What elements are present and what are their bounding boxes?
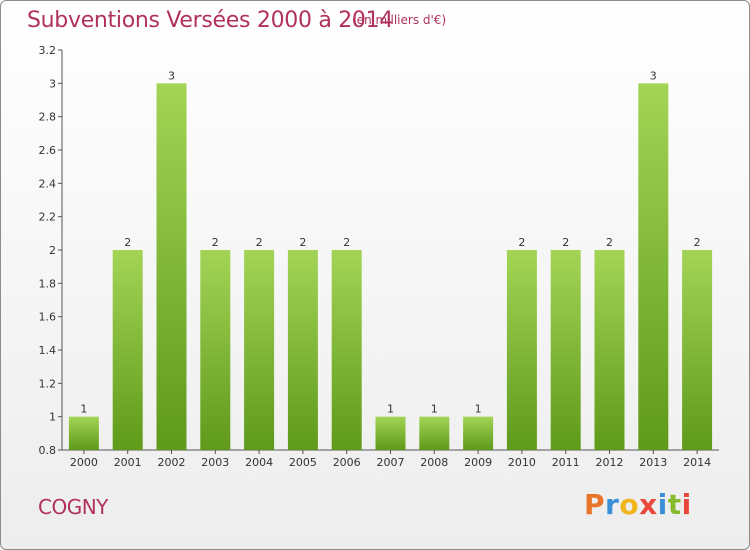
x-tick-label: 2005 xyxy=(289,456,317,469)
y-tick-label: 1.2 xyxy=(39,377,57,390)
y-tick-label: 2.8 xyxy=(39,111,57,124)
bar xyxy=(68,416,99,450)
chart-subtitle: (en milliers d'€) xyxy=(352,13,447,27)
bar xyxy=(200,250,231,450)
data-label: 2 xyxy=(299,236,306,249)
data-label: 1 xyxy=(475,403,482,416)
y-tick-label: 3.2 xyxy=(39,44,57,57)
bar xyxy=(638,83,669,450)
data-label: 3 xyxy=(168,69,175,82)
x-tick-label: 2008 xyxy=(420,456,448,469)
data-label: 2 xyxy=(694,236,701,249)
data-label: 2 xyxy=(256,236,263,249)
proxiti-logo: Proxiti xyxy=(584,488,692,521)
x-tick-label: 2003 xyxy=(201,456,229,469)
x-tick-label: 2009 xyxy=(464,456,492,469)
x-tick-label: 2004 xyxy=(245,456,273,469)
bar xyxy=(156,83,187,450)
y-tick-label: 2.2 xyxy=(39,211,57,224)
data-label: 2 xyxy=(124,236,131,249)
x-tick-label: 2013 xyxy=(639,456,667,469)
data-label: 1 xyxy=(80,403,87,416)
y-tick-label: 0.8 xyxy=(39,444,57,457)
data-label: 2 xyxy=(518,236,525,249)
x-tick-label: 2012 xyxy=(596,456,624,469)
bar xyxy=(550,250,581,450)
y-tick-label: 1.4 xyxy=(39,344,57,357)
data-label: 2 xyxy=(562,236,569,249)
x-tick-label: 2006 xyxy=(333,456,361,469)
data-label: 2 xyxy=(606,236,613,249)
y-tick-label: 1.6 xyxy=(39,311,57,324)
chart-title: Subventions Versées 2000 à 2014 xyxy=(27,8,394,33)
x-tick-label: 2000 xyxy=(70,456,98,469)
y-tick-label: 2.6 xyxy=(39,144,57,157)
x-tick-label: 2007 xyxy=(377,456,405,469)
bar xyxy=(506,250,537,450)
commune-name: COGNY xyxy=(38,495,108,519)
data-label: 2 xyxy=(343,236,350,249)
y-tick-label: 1 xyxy=(49,411,56,424)
bar xyxy=(463,416,494,450)
data-label: 2 xyxy=(212,236,219,249)
bar xyxy=(244,250,275,450)
x-tick-label: 2010 xyxy=(508,456,536,469)
y-tick-label: 1.8 xyxy=(39,277,57,290)
chart-bars xyxy=(68,83,713,450)
data-label: 3 xyxy=(650,69,657,82)
bar xyxy=(287,250,318,450)
bar xyxy=(112,250,143,450)
bar xyxy=(375,416,406,450)
data-label: 1 xyxy=(387,403,394,416)
x-tick-label: 2014 xyxy=(683,456,711,469)
bar xyxy=(594,250,625,450)
x-tick-label: 2011 xyxy=(552,456,580,469)
bar xyxy=(331,250,362,450)
bar xyxy=(419,416,450,450)
y-tick-label: 2.4 xyxy=(39,177,57,190)
y-tick-label: 3 xyxy=(49,77,56,90)
bar xyxy=(682,250,713,450)
chart-labels: 2000 1 2001 2 2002 3 2003 2 2004 2 2005 2 2006 2 2007 1… xyxy=(70,69,711,469)
data-label: 1 xyxy=(431,403,438,416)
x-tick-label: 2002 xyxy=(158,456,186,469)
y-tick-label: 2 xyxy=(49,244,56,257)
x-tick-label: 2001 xyxy=(114,456,142,469)
